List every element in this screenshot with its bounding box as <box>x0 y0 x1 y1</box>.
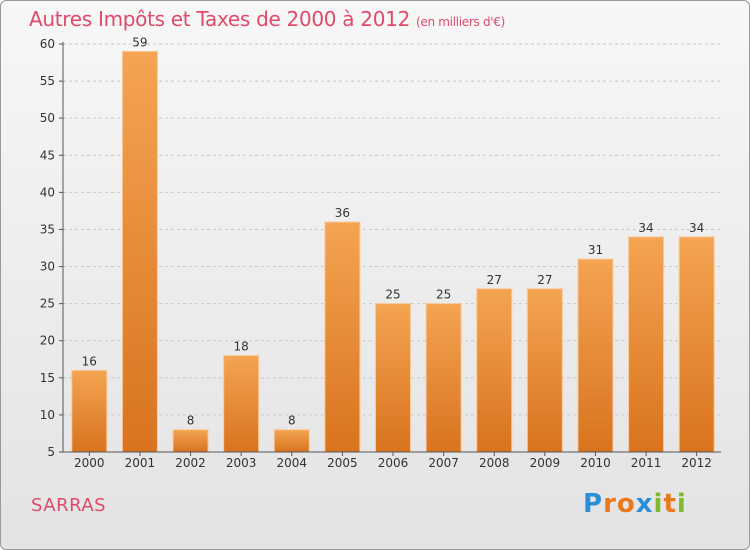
y-tick-label: 15 <box>40 371 55 385</box>
bar-2004 <box>273 429 310 453</box>
place-name: SARRAS <box>31 495 107 516</box>
data-label-2011: 34 <box>638 221 653 235</box>
logo-letter: r <box>603 489 617 519</box>
bar-2009 <box>526 288 563 453</box>
bar-2000 <box>71 369 108 453</box>
y-tick-label: 10 <box>40 408 55 422</box>
y-tick-label: 25 <box>40 297 55 311</box>
logo-letter: o <box>616 489 636 519</box>
logo-letter: x <box>635 489 654 519</box>
data-label-2001: 59 <box>132 35 147 49</box>
data-label-2010: 31 <box>588 243 603 257</box>
x-tick-label-2002: 2002 <box>175 456 206 470</box>
data-label-2012: 34 <box>689 221 704 235</box>
data-label-2006: 25 <box>385 288 400 302</box>
bar-2011 <box>628 236 665 453</box>
bar-2007 <box>425 303 462 453</box>
bar-2010 <box>577 258 614 453</box>
y-tick-label: 50 <box>40 111 55 125</box>
y-tick-label: 55 <box>40 74 55 88</box>
y-tick-label: 20 <box>40 334 55 348</box>
chart-title: Autres Impôts et Taxes de 2000 à 2012 (en… <box>29 7 505 31</box>
data-label-2003: 18 <box>234 340 249 354</box>
y-tick-label: 35 <box>40 222 55 236</box>
logo-letter: t <box>663 489 677 519</box>
bar-2012 <box>678 236 715 453</box>
chart-subtitle: (en milliers d'€) <box>416 15 506 29</box>
x-tick-label-2006: 2006 <box>378 456 409 470</box>
x-tick-label-2010: 2010 <box>580 456 611 470</box>
x-tick-label-2011: 2011 <box>631 456 662 470</box>
logo-letter: P <box>583 489 604 519</box>
y-tick-label: 45 <box>40 148 55 162</box>
y-tick-label: 5 <box>47 445 55 459</box>
logo-letter: i <box>653 489 664 519</box>
x-tick-label-2003: 2003 <box>226 456 257 470</box>
y-tick-label: 30 <box>40 260 55 274</box>
data-label-2009: 27 <box>537 273 552 287</box>
data-label-2008: 27 <box>487 273 502 287</box>
x-tick-label-2012: 2012 <box>681 456 712 470</box>
data-label-2005: 36 <box>335 206 350 220</box>
bar-2005 <box>324 221 361 453</box>
x-tick-label-2004: 2004 <box>276 456 307 470</box>
x-tick-label-2009: 2009 <box>530 456 561 470</box>
x-tick-label-2005: 2005 <box>327 456 358 470</box>
proxiti-logo: Proxiti <box>583 489 687 519</box>
x-tick-label-2008: 2008 <box>479 456 510 470</box>
bar-2008 <box>476 288 513 453</box>
logo-letter: i <box>676 489 687 519</box>
data-label-2004: 8 <box>288 414 296 428</box>
data-label-2000: 16 <box>82 354 97 368</box>
bar-2002 <box>172 429 209 453</box>
y-tick-label: 40 <box>40 185 55 199</box>
bar-2001 <box>121 50 158 453</box>
bar-2003 <box>223 355 260 453</box>
x-tick-label-2007: 2007 <box>428 456 459 470</box>
data-label-2002: 8 <box>187 414 195 428</box>
bar-2006 <box>375 303 411 453</box>
chart-title-text: Autres Impôts et Taxes de 2000 à 2012 <box>29 7 410 31</box>
x-tick-label-2000: 2000 <box>74 456 105 470</box>
x-tick-label-2001: 2001 <box>125 456 156 470</box>
data-label-2007: 25 <box>436 288 451 302</box>
y-tick-label: 60 <box>40 37 55 51</box>
